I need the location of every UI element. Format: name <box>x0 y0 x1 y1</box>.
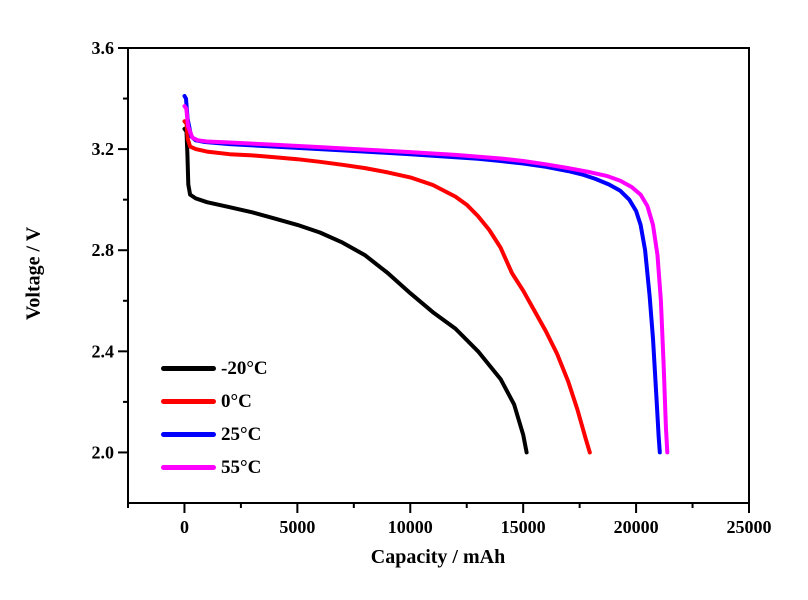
legend-line-swatch <box>161 465 216 470</box>
legend-line-swatch <box>161 366 216 371</box>
series-line <box>182 119 592 455</box>
x-tick-label: 10000 <box>388 517 433 537</box>
x-axis-title: Capacity / mAh <box>370 546 506 568</box>
series-line <box>182 104 670 455</box>
legend-label: 55°C <box>221 457 262 478</box>
plot-frame <box>127 47 750 504</box>
legend-item: -20°C <box>161 352 268 385</box>
legend-label: 0°C <box>221 391 252 412</box>
legend-item: 55°C <box>161 451 268 484</box>
x-tick-label: 0 <box>180 517 189 537</box>
y-tick-label: 2.0 <box>92 442 115 462</box>
legend-label: -20°C <box>221 358 268 379</box>
series-line <box>182 126 529 455</box>
y-tick-label: 2.4 <box>92 341 115 361</box>
y-tick-label: 3.2 <box>92 139 115 159</box>
y-tick-label: 3.6 <box>92 38 115 58</box>
legend-item: 25°C <box>161 418 268 451</box>
x-tick-label: 25000 <box>727 517 772 537</box>
x-tick-label: 5000 <box>279 517 315 537</box>
legend-label: 25°C <box>221 424 262 445</box>
legend-item: 0°C <box>161 385 268 418</box>
y-tick-label: 2.8 <box>92 240 115 260</box>
legend-line-swatch <box>161 432 216 437</box>
x-tick-label: 20000 <box>614 517 659 537</box>
y-axis-title: Voltage / V <box>22 226 45 321</box>
legend: -20°C 0°C 25°C 55°C <box>161 352 268 484</box>
x-tick-label: 15000 <box>501 517 546 537</box>
legend-line-swatch <box>161 399 216 404</box>
